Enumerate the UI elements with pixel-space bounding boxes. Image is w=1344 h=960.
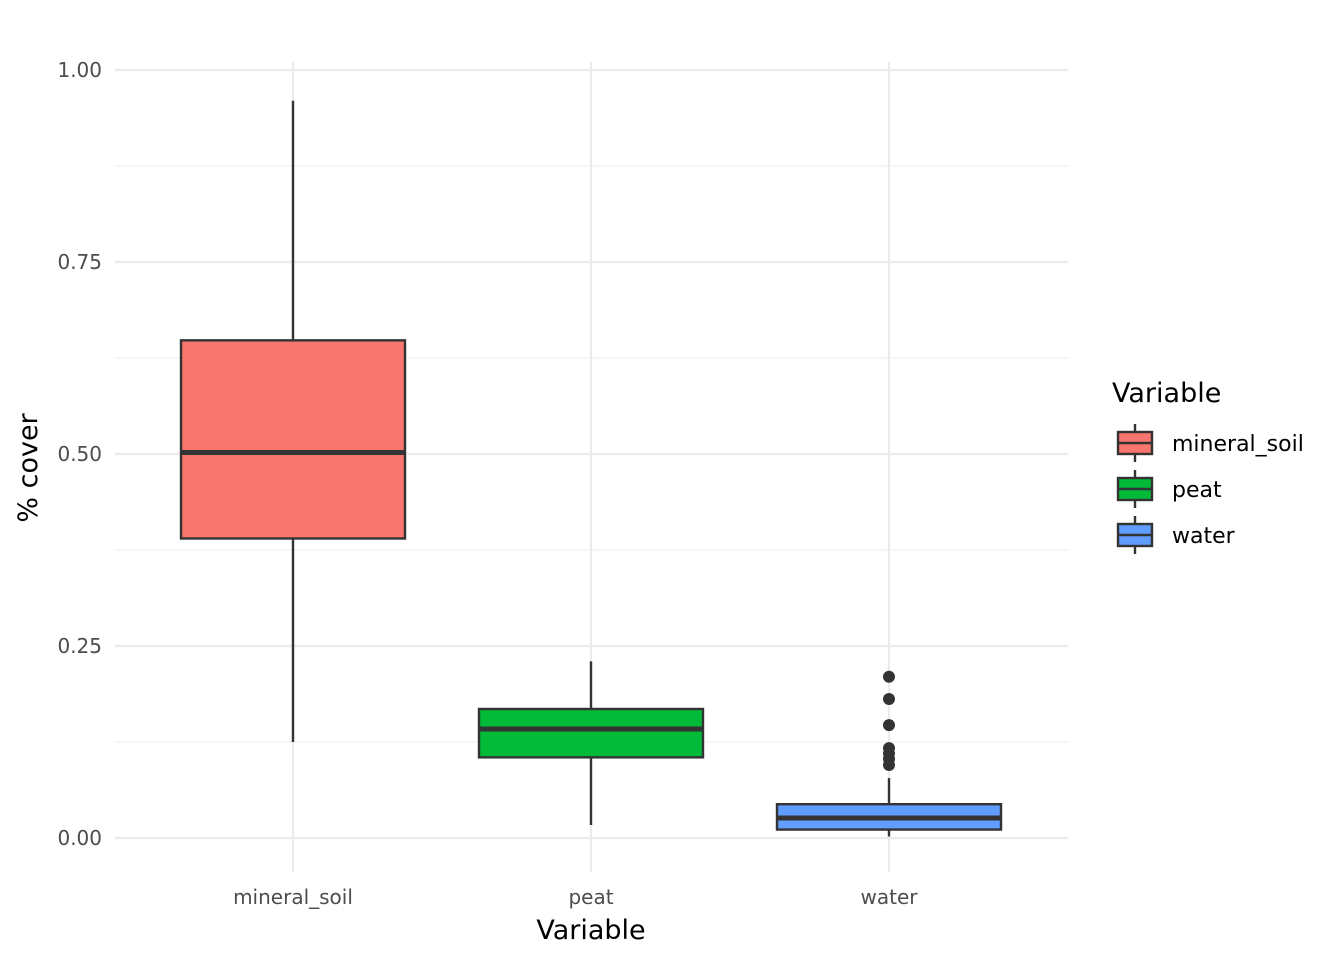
x-tick-label: peat: [568, 885, 613, 909]
box-peat: [477, 661, 705, 825]
outlier-point: [883, 719, 895, 732]
legend-label: mineral_soil: [1172, 432, 1304, 457]
outlier-point: [883, 692, 895, 705]
boxes-layer: [179, 100, 1003, 837]
y-tick-label: 0.00: [57, 826, 102, 850]
x-axis-title: Variable: [536, 915, 645, 946]
box-water: [775, 670, 1003, 837]
legend-label: peat: [1172, 478, 1222, 503]
y-tick-label: 1.00: [57, 58, 102, 82]
y-axis-title: % cover: [13, 412, 44, 522]
y-tick-label: 0.25: [57, 634, 102, 658]
y-tick-label: 0.75: [57, 250, 102, 274]
legend-key-peat: [1116, 470, 1154, 508]
y-tick-label: 0.50: [57, 442, 102, 466]
x-axis-ticks: mineral_soil peat water: [233, 885, 918, 909]
legend-title: Variable: [1112, 378, 1221, 409]
outlier-point: [883, 759, 895, 772]
box-body: [477, 707, 705, 759]
legend-key-water: [1116, 516, 1154, 554]
box-mineral_soil: [179, 100, 407, 742]
y-axis-ticks: 0.00 0.25 0.50 0.75 1.00: [57, 58, 102, 850]
legend-label: water: [1172, 524, 1236, 549]
x-tick-label: water: [861, 885, 919, 909]
x-tick-label: mineral_soil: [233, 885, 353, 909]
box-body: [179, 339, 407, 540]
legend-key-mineral_soil: [1116, 424, 1154, 462]
outlier-point: [883, 670, 895, 683]
